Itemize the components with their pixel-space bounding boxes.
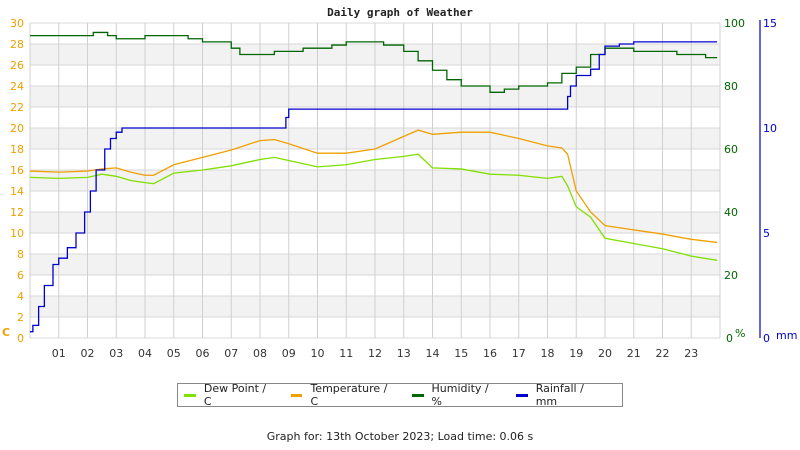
y-tick-label-rainfall: 15	[763, 17, 777, 30]
chart-title: Daily graph of Weather	[327, 6, 473, 19]
x-tick-label: 16	[483, 347, 497, 360]
x-tick-label: 06	[196, 347, 210, 360]
y-tick-label-left: 20	[10, 122, 24, 135]
y-tick-label-rainfall: 10	[763, 122, 777, 135]
x-tick-label: 09	[282, 347, 296, 360]
y-tick-label-humidity: 40	[724, 206, 738, 219]
x-tick-label: 18	[541, 347, 555, 360]
y-tick-label-humidity: 20	[724, 269, 738, 282]
x-tick-label: 21	[627, 347, 641, 360]
y-axis-unit-rainfall: mm	[776, 329, 797, 342]
x-tick-label: 04	[138, 347, 152, 360]
legend-label-humidity: Humidity / %	[431, 382, 489, 408]
y-tick-label-humidity: 100	[724, 17, 745, 30]
y-tick-label-humidity: 80	[724, 80, 738, 93]
series-lines	[29, 31, 718, 333]
series-temperature	[29, 129, 718, 244]
y-tick-label-left: 26	[10, 59, 24, 72]
legend-item-humidity: Humidity / %	[411, 382, 502, 408]
x-tick-label: 08	[253, 347, 267, 360]
x-tick-label: 11	[339, 347, 353, 360]
legend-item-dew-point: Dew Point / C	[184, 382, 277, 408]
x-tick-label: 23	[684, 347, 698, 360]
y-tick-label-left: 28	[10, 38, 24, 51]
series-dew	[29, 153, 718, 261]
x-tick-label: 10	[311, 347, 325, 360]
x-tick-label: 05	[167, 347, 181, 360]
x-tick-label: 12	[368, 347, 382, 360]
y-tick-label-left: 30	[10, 17, 24, 30]
y-tick-label-humidity: 0	[726, 332, 733, 345]
y-tick-label-left: 16	[10, 164, 24, 177]
series-humidity	[30, 31, 718, 93]
x-tick-label: 22	[656, 347, 670, 360]
y-axis-unit-left: C	[2, 326, 10, 339]
legend-swatch-humidity	[411, 393, 424, 397]
y-tick-label-rainfall: 0	[763, 332, 770, 345]
y-tick-label-left: 10	[10, 227, 24, 240]
legend-swatch-temperature	[290, 393, 303, 397]
x-tick-label: 01	[52, 347, 66, 360]
y-tick-label-humidity: 60	[724, 143, 738, 156]
y-tick-label-left: 6	[17, 269, 24, 282]
chart-legend: Dew Point / C Temperature / C Humidity /…	[177, 382, 623, 408]
x-tick-label: 03	[109, 347, 123, 360]
x-tick-label: 13	[397, 347, 411, 360]
legend-swatch-rainfall	[515, 393, 528, 397]
legend-item-rainfall: Rainfall / mm	[515, 382, 608, 408]
legend-label-temperature: Temperature / C	[310, 382, 388, 408]
legend-label-dew-point: Dew Point / C	[203, 382, 267, 408]
y-tick-label-rainfall: 5	[763, 227, 770, 240]
x-tick-label: 15	[454, 347, 468, 360]
x-tick-label: 19	[569, 347, 583, 360]
legend-label-rainfall: Rainfall / mm	[535, 382, 584, 408]
y-tick-label-left: 8	[17, 248, 24, 261]
y-axis-unit-humidity: %	[735, 327, 745, 340]
y-tick-label-left: 14	[10, 185, 24, 198]
y-tick-label-left: 2	[17, 311, 24, 324]
x-tick-label: 02	[81, 347, 95, 360]
y-tick-label-left: 22	[10, 101, 24, 114]
x-tick-label: 14	[426, 347, 440, 360]
x-tick-label: 17	[512, 347, 526, 360]
y-tick-label-left: 4	[17, 290, 24, 303]
series-rainfall	[30, 41, 718, 333]
y-tick-label-left: 0	[17, 332, 24, 345]
x-tick-label: 20	[598, 347, 612, 360]
graph-footer: Graph for: 13th October 2023; Load time:…	[266, 430, 534, 443]
y-tick-label-left: 12	[10, 206, 24, 219]
x-tick-label: 07	[224, 347, 238, 360]
legend-item-temperature: Temperature / C	[290, 382, 398, 408]
y-tick-label-left: 18	[10, 143, 24, 156]
legend-swatch-dew-point	[184, 393, 196, 397]
y-tick-label-left: 24	[10, 80, 24, 93]
